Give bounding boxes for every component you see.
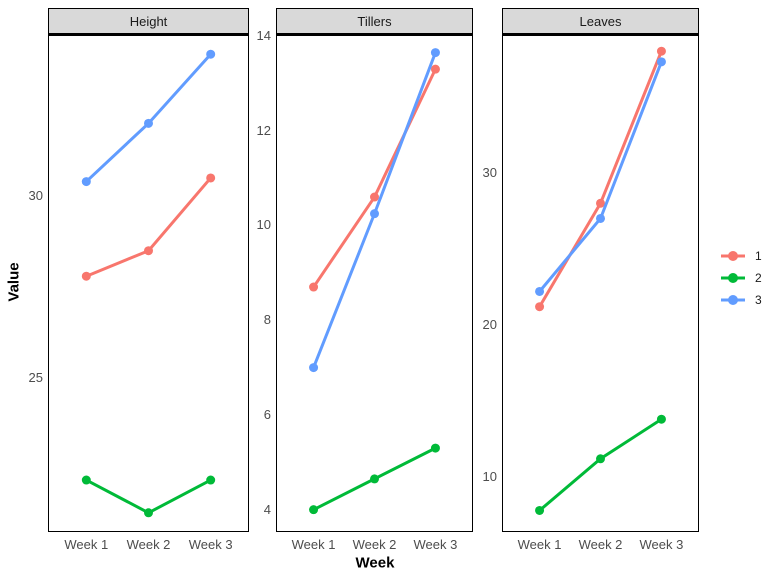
x-tick-label: Week 1 xyxy=(291,537,336,552)
line-chart-tillers xyxy=(309,48,440,515)
data-point-series-3 xyxy=(309,363,319,373)
data-point-series-2 xyxy=(81,475,91,485)
data-point-series-2 xyxy=(144,508,153,518)
data-point-series-2 xyxy=(656,414,666,424)
line-chart-leaves xyxy=(535,46,666,515)
data-point-series-3 xyxy=(656,57,666,67)
y-tick-label: 14 xyxy=(256,28,271,43)
legend-key-line-point-icon xyxy=(721,272,745,283)
data-point-series-1 xyxy=(206,173,216,183)
y-axis-title: Value xyxy=(5,262,23,302)
facet-strip-tillers: Tillers xyxy=(276,8,473,34)
series-line-2 xyxy=(85,478,212,515)
x-tick-label: Week 3 xyxy=(188,537,233,552)
x-tick-label: Week 2 xyxy=(126,537,171,552)
series-line-2 xyxy=(538,417,663,512)
y-tick-label: 6 xyxy=(263,406,271,422)
y-tick-label: 30 xyxy=(28,188,43,204)
data-point-series-3 xyxy=(596,213,605,223)
y-tick-label: 4 xyxy=(263,501,271,517)
facet-strip-label: Tillers xyxy=(357,13,392,29)
line-chart-height xyxy=(81,49,216,518)
plot-area-leaves xyxy=(502,34,699,532)
facet-strip-leaves: Leaves xyxy=(502,8,699,34)
data-point-series-3 xyxy=(370,209,379,219)
y-tick-label: 25 xyxy=(28,370,43,386)
legend-item: 3 xyxy=(718,292,762,307)
data-point-series-2 xyxy=(370,474,379,484)
x-tick-label: Week 3 xyxy=(413,537,458,552)
facet-strip-label: Leaves xyxy=(579,13,622,29)
data-point-series-3 xyxy=(535,286,545,296)
data-point-series-1 xyxy=(535,302,545,312)
legend-item-label: 3 xyxy=(755,292,762,307)
data-point-series-1 xyxy=(309,282,319,292)
legend-key-line-point-icon xyxy=(721,250,745,261)
data-point-series-1 xyxy=(370,192,379,202)
y-tick-label: 30 xyxy=(482,164,497,180)
data-point-series-1 xyxy=(144,246,153,256)
facet-panel-leaves: Leaves xyxy=(502,8,699,532)
series-line-3 xyxy=(85,53,212,183)
legend-key-line-point-icon xyxy=(721,294,745,305)
data-point-series-2 xyxy=(430,443,440,453)
data-point-series-1 xyxy=(656,46,666,56)
series-line-1 xyxy=(85,176,212,278)
facet-panel-height: Height xyxy=(48,8,249,532)
plot-area-height xyxy=(48,34,249,532)
data-point-series-3 xyxy=(144,118,153,128)
plot-area-tillers xyxy=(276,34,473,532)
y-tick-label: 10 xyxy=(482,469,497,484)
legend-item: 2 xyxy=(718,270,762,285)
x-tick-label: Week 1 xyxy=(517,537,562,552)
legend-item-label: 2 xyxy=(755,270,762,285)
data-point-series-3 xyxy=(81,177,91,187)
legend: 1 2 3 xyxy=(718,248,762,307)
x-tick-label: Week 2 xyxy=(352,537,397,552)
legend-item: 1 xyxy=(718,248,762,263)
data-point-series-3 xyxy=(430,48,440,58)
x-tick-label: Week 1 xyxy=(64,537,109,552)
data-point-series-3 xyxy=(206,49,216,59)
x-tick-label: Week 3 xyxy=(639,537,684,552)
facet-strip-label: Height xyxy=(129,13,168,29)
data-point-series-2 xyxy=(596,454,605,464)
legend-item-label: 1 xyxy=(755,248,762,263)
facet-strip-height: Height xyxy=(48,8,249,34)
y-tick-label: 12 xyxy=(256,122,271,138)
x-axis-title: Week xyxy=(355,554,395,572)
data-point-series-1 xyxy=(430,64,440,74)
data-point-series-1 xyxy=(596,198,605,208)
data-point-series-2 xyxy=(309,505,319,515)
facet-panel-tillers: Tillers xyxy=(276,8,473,532)
data-point-series-2 xyxy=(535,505,545,515)
data-point-series-1 xyxy=(81,271,91,281)
y-tick-label: 10 xyxy=(256,217,271,233)
y-tick-label: 20 xyxy=(482,316,497,332)
x-tick-label: Week 2 xyxy=(578,537,623,552)
data-point-series-2 xyxy=(206,475,216,485)
y-tick-label: 8 xyxy=(263,312,271,328)
